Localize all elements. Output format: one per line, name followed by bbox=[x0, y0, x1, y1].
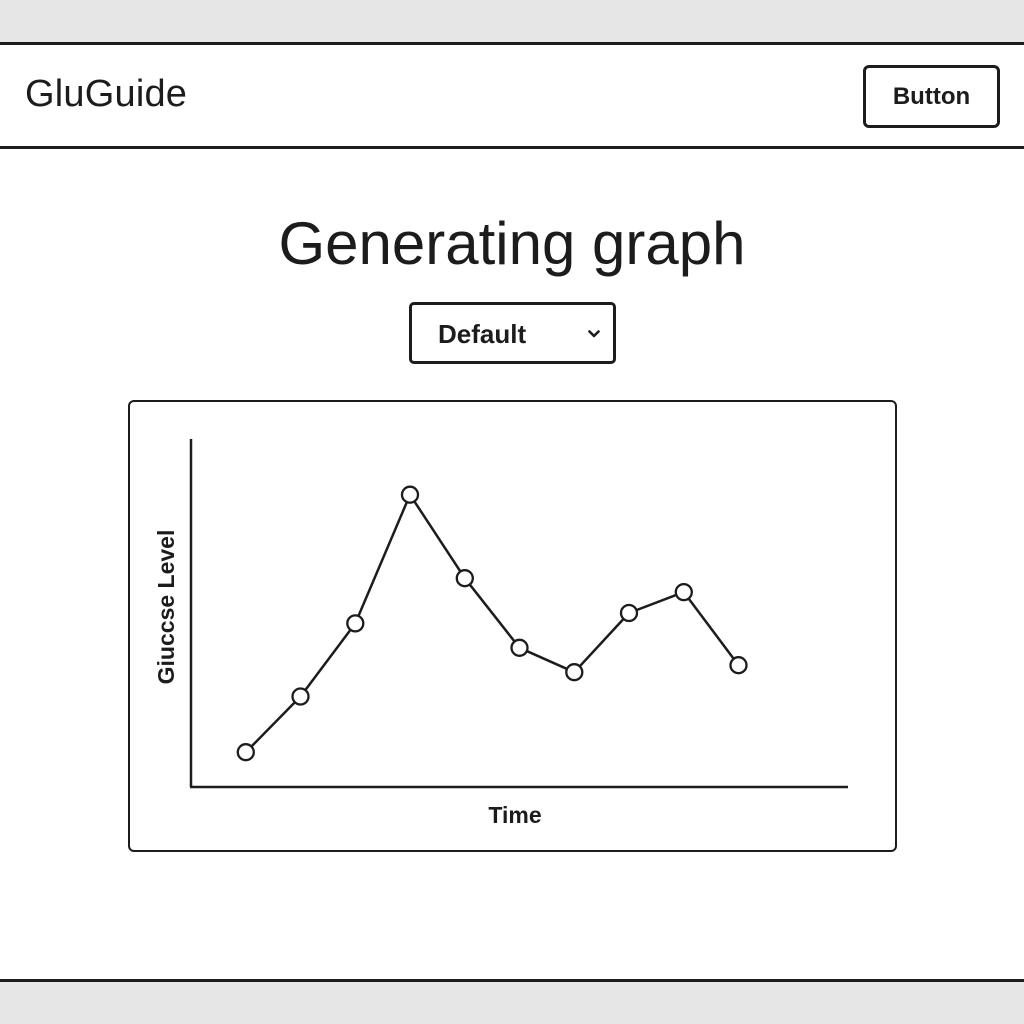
y-axis-label: Giuccse Level bbox=[153, 530, 179, 685]
data-point-9 bbox=[674, 582, 693, 602]
data-point-2 bbox=[291, 687, 310, 706]
data-point-7 bbox=[565, 663, 584, 682]
data-point-3 bbox=[346, 614, 365, 633]
top-bar: GluGuide Button bbox=[0, 45, 1024, 149]
brand-name: GluGuide bbox=[25, 73, 188, 115]
mode-select-value: Default bbox=[438, 319, 527, 349]
mode-select[interactable]: Default bbox=[409, 302, 616, 364]
data-point-4 bbox=[400, 485, 420, 504]
header-button[interactable]: Button bbox=[863, 65, 1000, 128]
x-axis-label: Time bbox=[488, 802, 541, 828]
data-point-1 bbox=[236, 743, 255, 762]
data-point-6 bbox=[510, 638, 529, 657]
data-point-8 bbox=[619, 603, 639, 623]
page-title: Generating graph bbox=[278, 210, 746, 277]
chart-card: Time Giuccse Level bbox=[128, 400, 897, 852]
glucose-line-chart: Time Giuccse Level bbox=[153, 439, 848, 828]
data-point-5 bbox=[455, 569, 474, 588]
app-window: GluGuide Button Generating graph Default… bbox=[0, 42, 1024, 982]
chevron-down-icon bbox=[588, 330, 600, 338]
series-line bbox=[244, 493, 740, 754]
series-layer bbox=[236, 485, 748, 762]
data-point-10 bbox=[729, 656, 748, 675]
